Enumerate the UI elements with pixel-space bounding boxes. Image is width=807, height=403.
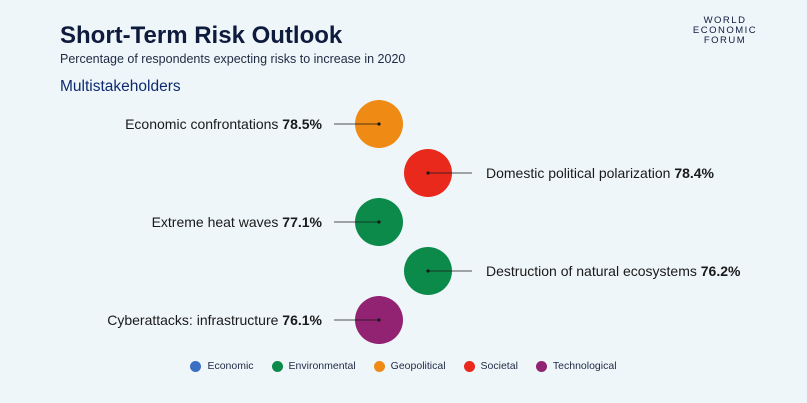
risk-label-5: Cyberattacks: infrastructure 76.1%: [107, 312, 322, 328]
wef-logo: WORLD ECONOMIC FORUM: [680, 16, 770, 46]
chart-legend: Economic Environmental Geopolitical Societa…: [0, 360, 807, 372]
legend-item-technological: Technological: [535, 360, 617, 372]
legend-item-economic: Economic: [190, 360, 254, 372]
risk-label-1: Economic confrontations 78.5%: [125, 116, 322, 132]
legend-item-environmental: Environmental: [271, 360, 356, 372]
leader-dot-2: [426, 171, 430, 175]
legend-swatch: [271, 360, 283, 372]
leader-dot-4: [426, 269, 430, 273]
risk-label-3: Extreme heat waves 77.1%: [152, 214, 323, 230]
legend-label: Environmental: [288, 360, 356, 372]
risk-label-4: Destruction of natural ecosystems 76.2%: [486, 263, 741, 279]
legend-label: Technological: [552, 360, 617, 372]
page-subtitle: Percentage of respondents expecting risk…: [60, 52, 406, 66]
legend-label: Geopolitical: [390, 360, 446, 372]
leader-dot-5: [377, 318, 381, 322]
page-title: Short-Term Risk Outlook: [60, 22, 343, 49]
legend-label: Societal: [480, 360, 518, 372]
logo-line-2: ECONOMIC: [692, 25, 758, 36]
legend-swatch: [463, 360, 475, 372]
legend-item-societal: Societal: [463, 360, 518, 372]
legend-item-geopolitical: Geopolitical: [373, 360, 446, 372]
legend-swatch: [535, 360, 547, 372]
logo-line-1: WORLD: [703, 15, 747, 26]
legend-swatch: [373, 360, 385, 372]
leader-dot-3: [377, 220, 381, 224]
leader-dot-1: [377, 122, 381, 126]
risk-label-2: Domestic political polarization 78.4%: [486, 165, 715, 181]
section-heading: Multistakeholders: [60, 78, 181, 95]
logo-line-3: FORUM: [703, 35, 747, 46]
legend-label: Economic: [207, 360, 254, 372]
legend-swatch: [190, 360, 202, 372]
